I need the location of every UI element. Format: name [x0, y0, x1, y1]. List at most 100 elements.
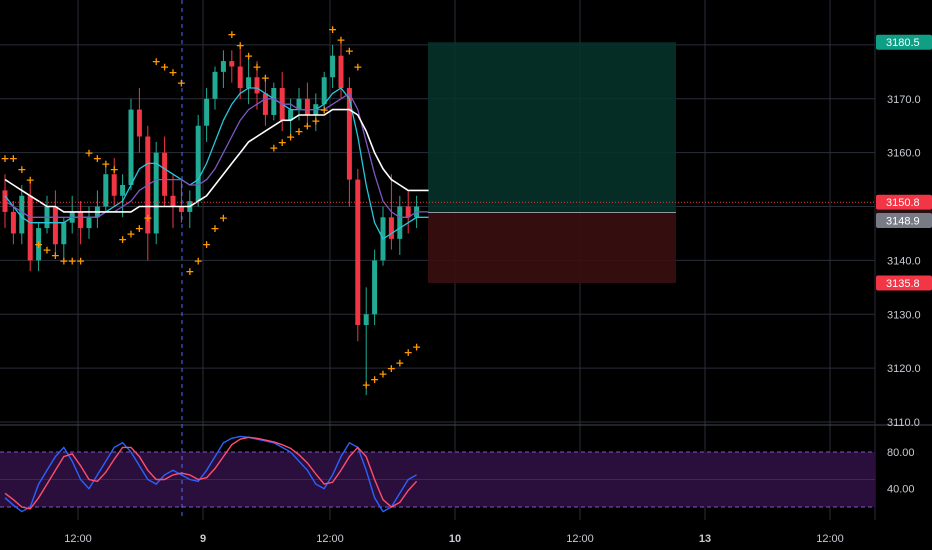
- sar-point: +: [286, 131, 295, 144]
- sma-slow-line: [4, 108, 429, 213]
- candle-body: [136, 109, 142, 137]
- sar-point: +: [51, 249, 60, 262]
- moving-average-lines: [4, 87, 429, 240]
- candle-body: [346, 88, 352, 180]
- candle-body: [372, 260, 378, 315]
- stop-loss-zone[interactable]: [428, 212, 676, 284]
- candle-body: [363, 314, 369, 326]
- sar-point: +: [353, 60, 362, 73]
- sar-point: +: [244, 50, 253, 63]
- candle-body: [271, 88, 277, 115]
- oscillator-axis[interactable]: 80.00 40.00: [887, 447, 915, 496]
- candle-body: [120, 184, 126, 196]
- time-tick-label: 9: [200, 533, 206, 545]
- position-zones[interactable]: [428, 42, 676, 284]
- time-tick-label: 12:00: [816, 533, 844, 545]
- candle-body: [195, 125, 201, 202]
- sar-point: +: [93, 152, 102, 165]
- candle-body: [36, 228, 42, 261]
- candle-body: [178, 206, 184, 212]
- sar-point: +: [387, 362, 396, 375]
- sar-point: +: [84, 147, 93, 160]
- candle-body: [321, 77, 327, 105]
- candle-body: [338, 55, 344, 89]
- candle-body: [262, 93, 268, 115]
- sar-point: +: [269, 141, 278, 154]
- candle-body: [237, 66, 243, 89]
- sar-point: +: [42, 244, 51, 257]
- candle-body: [103, 174, 109, 207]
- entry-price-tag: 3148.9: [886, 215, 920, 227]
- price-tick-label: 3140.0: [887, 255, 921, 267]
- sar-point: +: [152, 55, 161, 68]
- stop-price-tag-background: [876, 275, 932, 291]
- stochastic-d-line: [4, 436, 418, 510]
- time-tick-label: 10: [449, 533, 461, 545]
- sar-point: +: [0, 152, 9, 165]
- candle-body: [19, 195, 25, 234]
- entry-price-tag-background: [876, 212, 932, 228]
- sar-point: +: [126, 227, 135, 240]
- sar-point: +: [294, 125, 303, 138]
- sar-point: +: [168, 66, 177, 79]
- candle-body: [397, 206, 403, 239]
- sar-point: +: [59, 254, 68, 267]
- sar-point: +: [34, 238, 43, 251]
- candle-body: [254, 77, 260, 94]
- sar-point: +: [236, 39, 245, 52]
- candle-body: [52, 206, 58, 245]
- price-tick-label: 3130.0: [887, 309, 921, 321]
- sar-point: +: [160, 60, 169, 73]
- sar-point: +: [303, 120, 312, 133]
- price-tick-label: 3170.0: [887, 94, 921, 106]
- candle-body: [78, 211, 84, 229]
- sar-point: +: [9, 152, 18, 165]
- price-axis[interactable]: 3170.0 3160.0 3140.0 3130.0 3120.0 3110.0: [887, 94, 921, 429]
- candle-body: [153, 152, 159, 234]
- stop-price-tag: 3135.8: [886, 278, 920, 290]
- profit-target-zone[interactable]: [428, 42, 676, 213]
- candle-body: [296, 98, 302, 110]
- sar-point: +: [404, 346, 413, 359]
- sar-point: +: [76, 254, 85, 267]
- sar-point: +: [227, 28, 236, 41]
- sma-mid-line: [4, 92, 429, 218]
- candle-body: [330, 55, 336, 78]
- sar-point: +: [17, 163, 26, 176]
- candle-body: [229, 61, 235, 67]
- candle-body: [246, 77, 252, 89]
- stochastic-band: [0, 451, 875, 508]
- candle-body: [288, 109, 294, 121]
- candle-body: [388, 217, 394, 239]
- last-price-tag-background: [876, 194, 932, 210]
- candle-body: [304, 98, 310, 115]
- time-axis[interactable]: 12:00 9 12:00 10 12:00 13 12:00: [64, 533, 844, 545]
- sar-point: +: [370, 373, 379, 386]
- sar-point: +: [362, 378, 371, 391]
- time-tick-label: 12:00: [316, 533, 344, 545]
- sar-point: +: [210, 222, 219, 235]
- candle-body: [86, 217, 92, 229]
- time-tick-label: 12:00: [566, 533, 594, 545]
- candle-body: [204, 98, 210, 126]
- sar-point: +: [252, 60, 261, 73]
- candle-body: [405, 206, 411, 218]
- sar-point: +: [278, 136, 287, 149]
- sar-point: +: [68, 254, 77, 267]
- candle-body: [220, 61, 226, 72]
- candle-body: [111, 174, 117, 196]
- oscillator-tick-label: 80.00: [887, 447, 915, 459]
- sar-point: +: [185, 265, 194, 278]
- target-price-tag-background: [876, 34, 932, 50]
- sar-point: +: [219, 211, 228, 224]
- time-tick-label: 13: [699, 533, 711, 545]
- sar-point: +: [135, 222, 144, 235]
- sar-point: +: [110, 163, 119, 176]
- target-price-tag: 3180.5: [886, 37, 920, 49]
- stochastic-k-line: [4, 435, 417, 513]
- candle-body: [170, 195, 176, 207]
- candle-body: [212, 71, 218, 99]
- sar-point: +: [328, 23, 337, 36]
- sar-point: +: [143, 211, 152, 224]
